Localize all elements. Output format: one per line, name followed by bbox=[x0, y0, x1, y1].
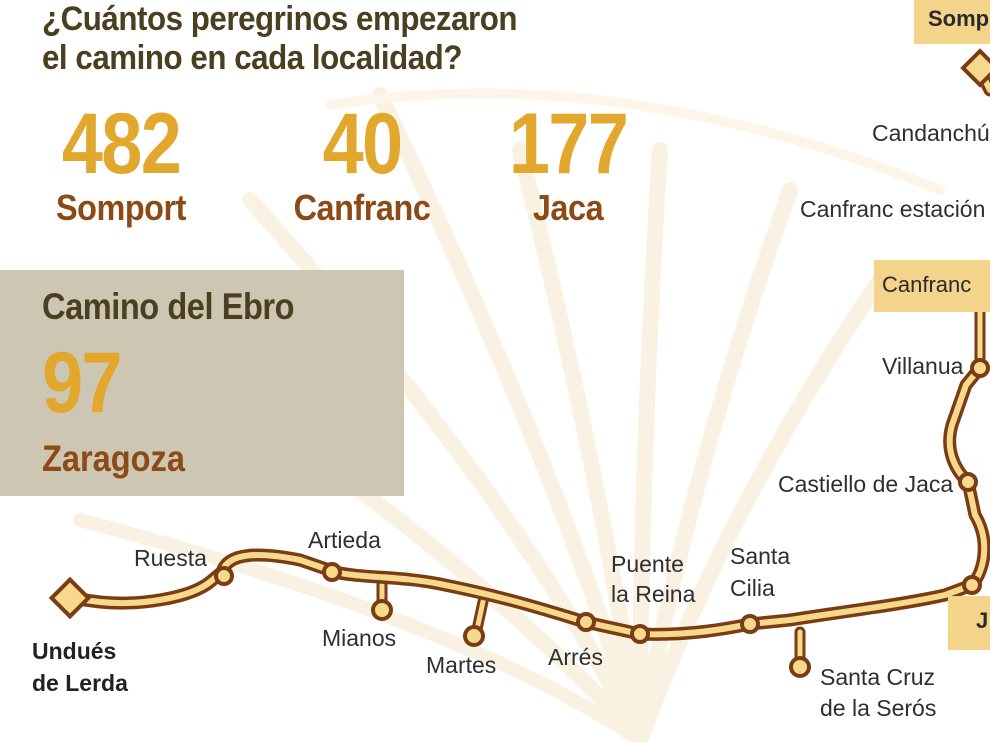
title-line-2: el camino en cada localidad? bbox=[42, 39, 462, 77]
label-santa-cilia-l2: Cilia bbox=[730, 575, 775, 601]
label-undues-l1: Undués bbox=[32, 638, 117, 664]
label-arres: Arrés bbox=[548, 644, 603, 670]
stop-martes bbox=[463, 625, 485, 647]
canfranc-label: Canfranc bbox=[882, 272, 972, 297]
stop-santa-cilia bbox=[740, 614, 760, 634]
label-puente-l2: la Reina bbox=[611, 581, 696, 607]
stop-jaca bbox=[962, 575, 982, 595]
stop-puente-la-reina bbox=[630, 624, 650, 644]
stop-santa-cruz bbox=[789, 656, 811, 678]
label-castiello: Castiello de Jaca bbox=[778, 471, 954, 497]
ebro-value: 97 bbox=[42, 335, 123, 431]
main-route-fill bbox=[67, 365, 988, 638]
main-route-outline bbox=[63, 361, 990, 641]
label-undues-l2: de Lerda bbox=[32, 670, 128, 696]
label-canfranc-estacion: Canfranc estación bbox=[800, 196, 986, 222]
stop-artieda bbox=[322, 562, 342, 582]
stat-canfranc-value: 40 bbox=[322, 96, 404, 192]
label-ruesta: Ruesta bbox=[134, 545, 207, 571]
somport-label: Somp bbox=[928, 6, 990, 31]
endpoint-undues bbox=[48, 576, 92, 620]
label-martes: Martes bbox=[426, 652, 497, 678]
label-villanua: Villanua bbox=[882, 353, 964, 379]
label-santa-cruz-l1: Santa Cruz bbox=[820, 664, 936, 690]
label-artieda: Artieda bbox=[308, 527, 381, 553]
somport-highlight: Somp bbox=[914, 0, 990, 44]
stat-somport-label: Somport bbox=[55, 187, 187, 228]
ebro-city: Zaragoza bbox=[42, 438, 185, 479]
label-santa-cruz-l2: de la Serós bbox=[820, 695, 937, 721]
stat-jaca: 177 Jaca bbox=[488, 100, 648, 228]
ebro-panel bbox=[0, 270, 404, 496]
stat-jaca-value: 177 bbox=[508, 96, 629, 192]
jaca-label: J bbox=[976, 608, 989, 633]
title-line-1: ¿Cuántos peregrinos empezaron bbox=[42, 0, 518, 38]
label-mianos: Mianos bbox=[322, 625, 397, 651]
endpoint-somport bbox=[960, 48, 990, 88]
stat-jaca-label: Jaca bbox=[532, 187, 604, 228]
stat-somport-value: 482 bbox=[61, 96, 182, 192]
canfranc-highlight: Canfranc bbox=[874, 260, 990, 312]
stat-canfranc-label: Canfranc bbox=[293, 187, 431, 228]
jaca-highlight: J bbox=[948, 596, 990, 650]
label-santa-cilia-l1: Santa bbox=[730, 543, 791, 569]
stop-mianos bbox=[371, 599, 393, 621]
label-candanchu: Candanchú bbox=[872, 120, 990, 146]
stat-somport: 482 Somport bbox=[36, 100, 206, 228]
page-title: ¿Cuántos peregrinos empezaron el camino … bbox=[42, 0, 518, 78]
stat-canfranc: 40 Canfranc bbox=[272, 100, 452, 228]
label-puente-l1: Puente bbox=[611, 551, 684, 577]
stop-castiello bbox=[958, 472, 978, 492]
stop-villanua bbox=[970, 358, 990, 378]
ebro-title: Camino del Ebro bbox=[42, 286, 295, 327]
stop-ruesta bbox=[214, 566, 234, 586]
stop-arres bbox=[576, 612, 596, 632]
